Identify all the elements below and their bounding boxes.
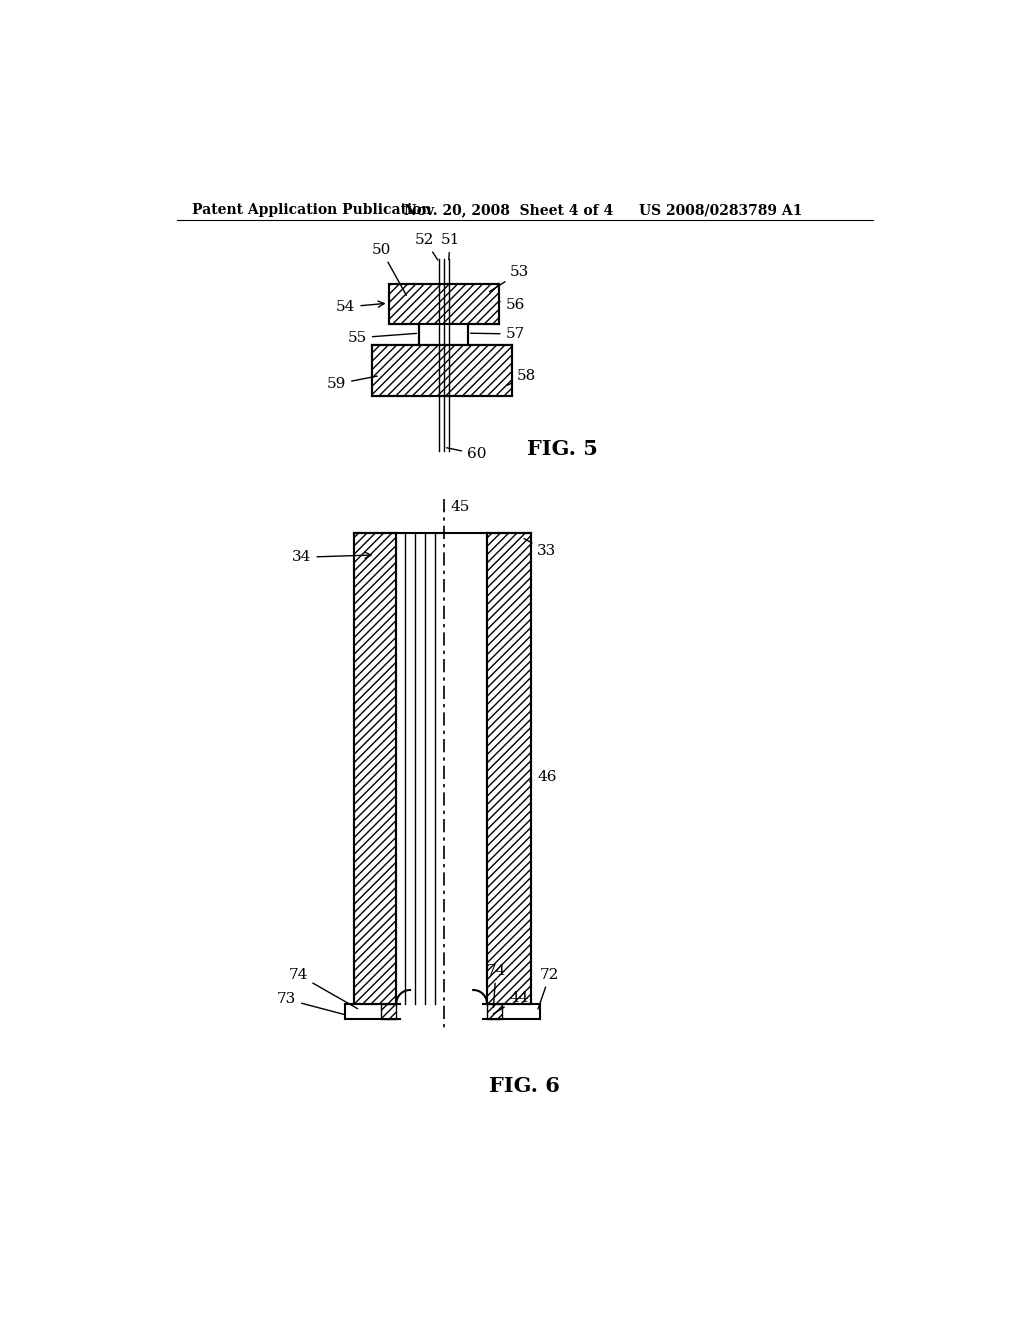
Bar xyxy=(487,1003,503,1019)
Text: 54: 54 xyxy=(336,300,384,314)
Text: 34: 34 xyxy=(292,550,371,564)
Text: 74: 74 xyxy=(486,964,506,1007)
Text: Nov. 20, 2008  Sheet 4 of 4: Nov. 20, 2008 Sheet 4 of 4 xyxy=(403,203,613,216)
Bar xyxy=(381,1003,396,1019)
Text: 46: 46 xyxy=(529,770,557,784)
Bar xyxy=(354,533,396,1003)
Text: Patent Application Publication: Patent Application Publication xyxy=(193,203,432,216)
Bar xyxy=(373,345,512,396)
Text: 55: 55 xyxy=(348,331,417,345)
Text: 51: 51 xyxy=(440,232,460,260)
Text: 33: 33 xyxy=(524,539,556,558)
Text: 57: 57 xyxy=(471,327,524,341)
Text: 56: 56 xyxy=(499,298,525,312)
Text: FIG. 5: FIG. 5 xyxy=(527,440,598,459)
Bar xyxy=(388,284,499,323)
Text: 74: 74 xyxy=(289,968,357,1008)
Text: 53: 53 xyxy=(489,265,529,292)
Text: 45: 45 xyxy=(444,500,469,515)
Bar xyxy=(419,323,468,345)
Text: FIG. 6: FIG. 6 xyxy=(489,1076,560,1096)
Text: US 2008/0283789 A1: US 2008/0283789 A1 xyxy=(639,203,802,216)
Text: 50: 50 xyxy=(372,243,407,296)
Text: 60: 60 xyxy=(446,447,486,461)
Text: 52: 52 xyxy=(415,232,438,260)
Text: 73: 73 xyxy=(276,993,345,1015)
Text: 44: 44 xyxy=(494,991,529,1014)
Text: 58: 58 xyxy=(507,370,537,385)
Text: 72: 72 xyxy=(538,968,559,1008)
Text: 59: 59 xyxy=(327,376,377,391)
Bar xyxy=(487,533,531,1003)
